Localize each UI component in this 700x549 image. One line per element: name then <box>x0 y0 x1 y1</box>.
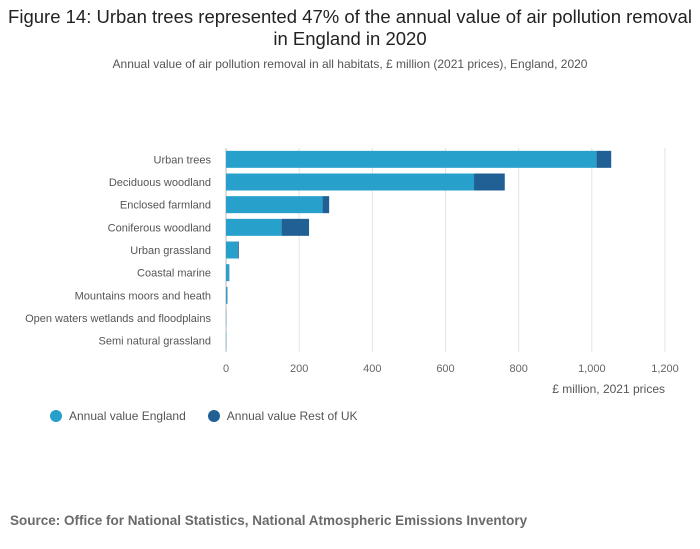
chart-title: Figure 14: Urban trees represented 47% o… <box>8 6 692 49</box>
category-label: Coniferous woodland <box>108 222 211 234</box>
x-tick-label: 1,200 <box>651 363 679 375</box>
bar-england <box>226 241 238 259</box>
source-note: Source: Office for National Statistics, … <box>10 513 528 528</box>
bar-england <box>226 150 597 168</box>
x-axis-title: £ million, 2021 prices <box>552 382 665 396</box>
bar-rest-of-uk <box>596 150 612 168</box>
category-label: Coastal marine <box>137 268 211 280</box>
x-tick-label: 0 <box>223 363 229 375</box>
legend: Annual value England Annual value Rest o… <box>50 409 358 423</box>
bar-rest-of-uk <box>237 241 239 259</box>
bar-england <box>226 173 475 191</box>
x-tick-label: 800 <box>509 363 527 375</box>
category-label: Open waters wetlands and floodplains <box>25 313 211 325</box>
legend-item-england[interactable]: Annual value England <box>50 409 186 423</box>
category-label: Urban trees <box>154 154 212 166</box>
legend-swatch-rest-of-uk <box>207 410 220 422</box>
category-label: Semi natural grassland <box>98 336 211 348</box>
x-tick-label: 400 <box>363 363 381 375</box>
legend-swatch-england <box>50 410 62 422</box>
bar-england <box>226 286 228 304</box>
bar-chart: 0 200 400 600 800 1,000 1,200 £ million, 2021 p… <box>25 148 679 396</box>
x-tick-label: 200 <box>290 363 308 375</box>
category-label: Mountains moors and heath <box>75 290 211 302</box>
category-label: Urban grassland <box>130 245 211 257</box>
x-tick-label: 1,000 <box>578 363 606 375</box>
legend-label-england: Annual value England <box>69 409 186 423</box>
bar-england <box>226 218 282 236</box>
bar-rest-of-uk <box>281 218 310 236</box>
bar-rest-of-uk <box>474 173 505 191</box>
chart-subtitle: Annual value of air pollution removal in… <box>112 57 588 71</box>
category-label: Deciduous woodland <box>109 177 211 189</box>
bar-england <box>226 196 323 214</box>
legend-item-rest-of-uk[interactable]: Annual value Rest of UK <box>207 409 358 423</box>
legend-label-rest-of-uk: Annual value Rest of UK <box>226 409 358 423</box>
x-tick-label: 600 <box>436 363 454 375</box>
bar-england <box>226 264 229 282</box>
bar-rest-of-uk <box>322 196 330 214</box>
category-label: Enclosed farmland <box>120 200 211 212</box>
